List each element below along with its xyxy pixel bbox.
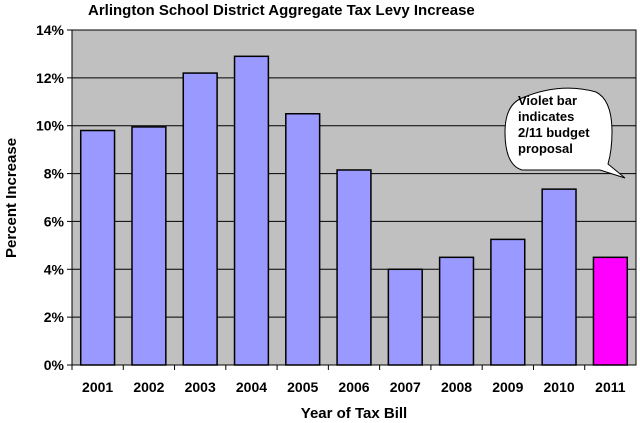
callout-bubble: [504, 87, 626, 179]
callout-line-3: 2/11 budget: [518, 125, 590, 140]
bar-2011: [592, 256, 629, 366]
callout-line-4: proposal: [518, 141, 573, 156]
x-tick-label: 2002: [133, 379, 164, 395]
x-tick-label: 2001: [82, 379, 113, 395]
bar-2009: [490, 238, 526, 366]
bar-2005: [285, 113, 321, 366]
x-tick-label: 2007: [390, 379, 421, 395]
x-tick-label: 2010: [544, 379, 575, 395]
x-tick-label: 2003: [185, 379, 216, 395]
y-tick-label: 12%: [36, 70, 65, 86]
y-tick-label: 8%: [44, 166, 65, 182]
y-tick-label: 0%: [44, 357, 65, 373]
annotation-callout: Violet bar indicates 2/11 budget proposa…: [504, 87, 626, 179]
bar-2004: [233, 55, 270, 366]
y-tick-label: 6%: [44, 213, 65, 229]
y-tick-label: 2%: [44, 309, 65, 325]
bars: [79, 55, 629, 366]
x-axis-label: Year of Tax Bill: [301, 405, 407, 422]
callout-line-1: Violet bar: [518, 93, 577, 108]
chart-title: Arlington School District Aggregate Tax …: [88, 2, 475, 19]
bar-2008: [438, 256, 475, 366]
bar-2003: [182, 72, 218, 366]
x-tick-labels: 2001 2002 2003 2004 2005 2006 2007 2008 2009 2010…: [71, 365, 626, 395]
x-tick-label: 2004: [236, 379, 267, 395]
bar-2007: [387, 268, 423, 366]
y-axis-label: Percent Increase: [3, 138, 20, 258]
bar-2010: [541, 188, 577, 366]
y-tick-label: 10%: [36, 118, 65, 134]
bar-2001: [79, 129, 116, 366]
x-tick-label: 2009: [492, 379, 523, 395]
bar-2006: [336, 169, 372, 366]
callout-line-2: indicates: [518, 109, 574, 124]
y-tick-label: 4%: [44, 261, 65, 277]
x-tick-label: 2005: [287, 379, 318, 395]
y-tick-labels: 0% 2% 4% 6% 8% 10% 12% 14%: [36, 22, 72, 373]
y-tick-label: 14%: [36, 22, 65, 38]
x-tick-label: 2006: [338, 379, 369, 395]
x-tick-label: 2008: [441, 379, 472, 395]
x-tick-label: 2011: [595, 379, 626, 395]
bar-2002: [131, 126, 167, 366]
